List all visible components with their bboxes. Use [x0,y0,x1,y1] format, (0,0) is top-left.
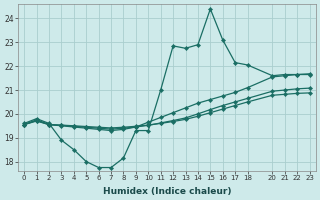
X-axis label: Humidex (Indice chaleur): Humidex (Indice chaleur) [103,187,231,196]
